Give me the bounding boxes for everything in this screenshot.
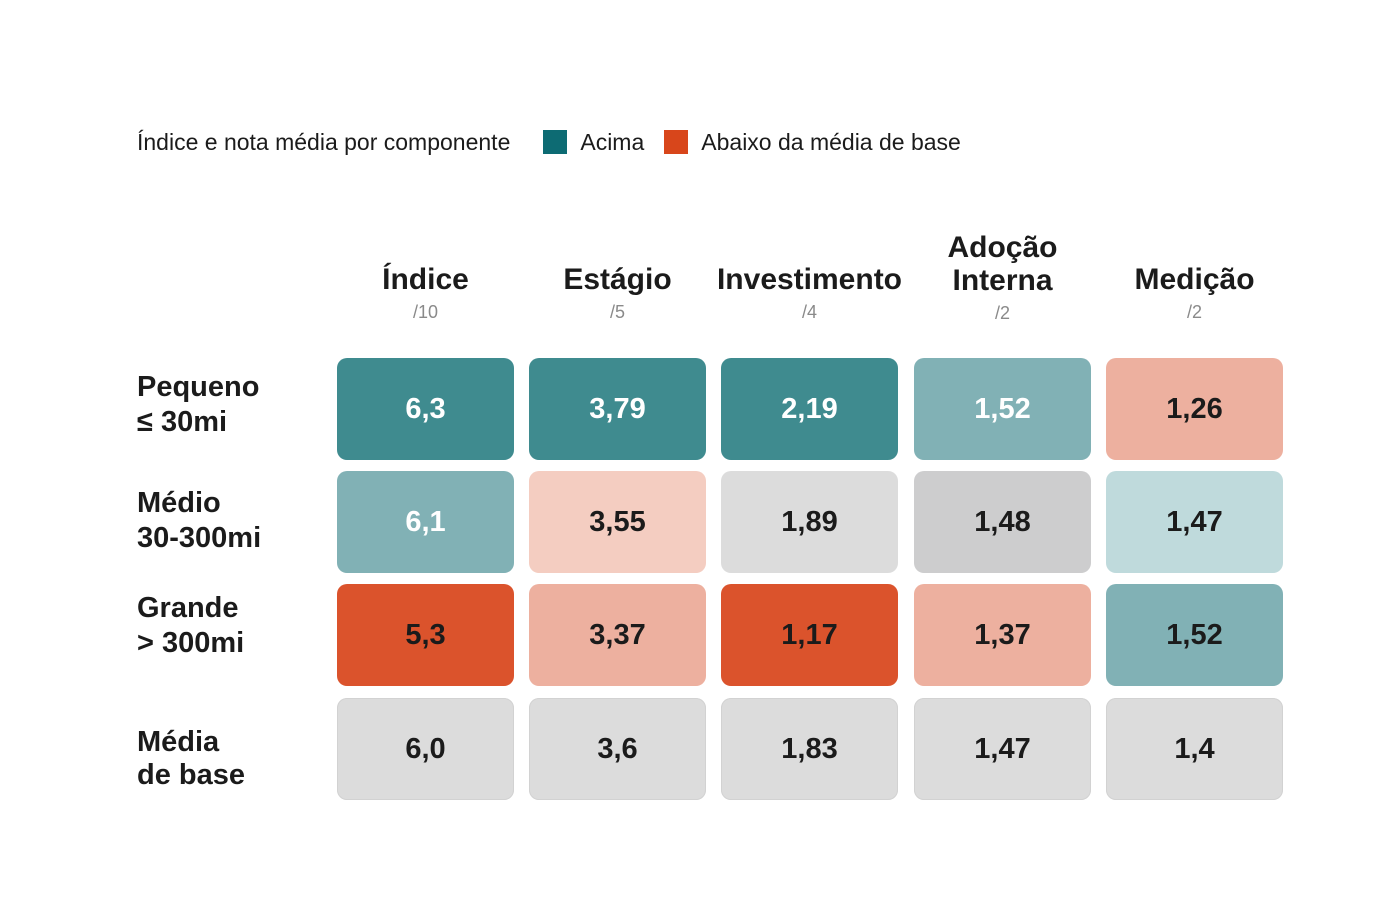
row-label-line: > 300mi [137, 627, 245, 659]
column-max-score: /2 [994, 303, 1010, 323]
row-label-line: ≤ 30mi [137, 406, 228, 438]
legend-label-abaixo: Abaixo da média de base [701, 128, 961, 155]
column-title: Índice [382, 263, 469, 296]
row-label: Grande > 300mi [137, 591, 244, 661]
heatmap-cell: 3,6 [529, 698, 706, 800]
row-label-line: Pequeno [137, 371, 260, 403]
row-label: Pequeno ≤ 30mi [137, 370, 259, 440]
heatmap-cell: 6,3 [337, 358, 514, 460]
heatmap-cell: 1,83 [721, 698, 898, 800]
heatmap-cell: 5,3 [337, 584, 514, 686]
column-title: Medição [1134, 263, 1255, 296]
heatmap-cell: 2,19 [721, 358, 898, 460]
heatmap-cell: 3,79 [529, 358, 706, 460]
column-header: Índice/10 [326, 263, 526, 323]
column-max-score: /5 [609, 302, 625, 322]
column-header: Adoção Interna/2 [903, 231, 1103, 324]
heatmap-cell: 1,17 [721, 584, 898, 686]
heatmap-cell: 1,4 [1106, 698, 1283, 800]
legend-swatch-abaixo [664, 130, 689, 154]
heatmap-cell: 3,37 [529, 584, 706, 686]
row-label-line: Médio [137, 487, 221, 519]
row-label: Médio 30-300mi [137, 486, 261, 556]
column-max-score: /10 [412, 302, 439, 322]
row-label-line: Média [137, 726, 220, 758]
legend: Índice e nota média por componente Acima… [137, 126, 981, 158]
heatmap-cell: 1,26 [1106, 358, 1283, 460]
column-header: Investimento/4 [710, 263, 910, 323]
heatmap-cell: 1,89 [721, 471, 898, 573]
column-title: Estágio [563, 263, 672, 296]
row-label-line: Grande [137, 592, 239, 624]
column-title: Interna [952, 264, 1053, 297]
column-title: Investimento [716, 263, 903, 296]
legend-item-acima: Acima [543, 129, 644, 156]
heatmap-cell: 1,48 [914, 471, 1091, 573]
heatmap-cell: 6,0 [337, 698, 514, 800]
row-label-line: 30-300mi [137, 522, 262, 554]
legend-swatch-acima [543, 130, 568, 154]
column-header: Medição/2 [1095, 263, 1295, 323]
heatmap-cell: 1,52 [914, 358, 1091, 460]
heatmap-cell: 1,37 [914, 584, 1091, 686]
legend-title: Índice e nota média por componente [137, 128, 511, 155]
column-title: Adoção [947, 231, 1058, 264]
heatmap-cell: 1,47 [914, 698, 1091, 800]
heatmap-cell: 1,52 [1106, 584, 1283, 686]
legend-label-acima: Acima [580, 128, 645, 155]
column-max-score: /2 [1186, 302, 1202, 322]
heatmap-cell: 3,55 [529, 471, 706, 573]
row-label: Média de base [137, 726, 245, 792]
column-max-score: /4 [801, 302, 817, 322]
heatmap-cell: 6,1 [337, 471, 514, 573]
row-label-line: de base [137, 759, 245, 791]
legend-item-abaixo: Abaixo da média de base [664, 129, 961, 156]
heatmap-cell: 1,47 [1106, 471, 1283, 573]
column-header: Estágio/5 [518, 263, 718, 323]
